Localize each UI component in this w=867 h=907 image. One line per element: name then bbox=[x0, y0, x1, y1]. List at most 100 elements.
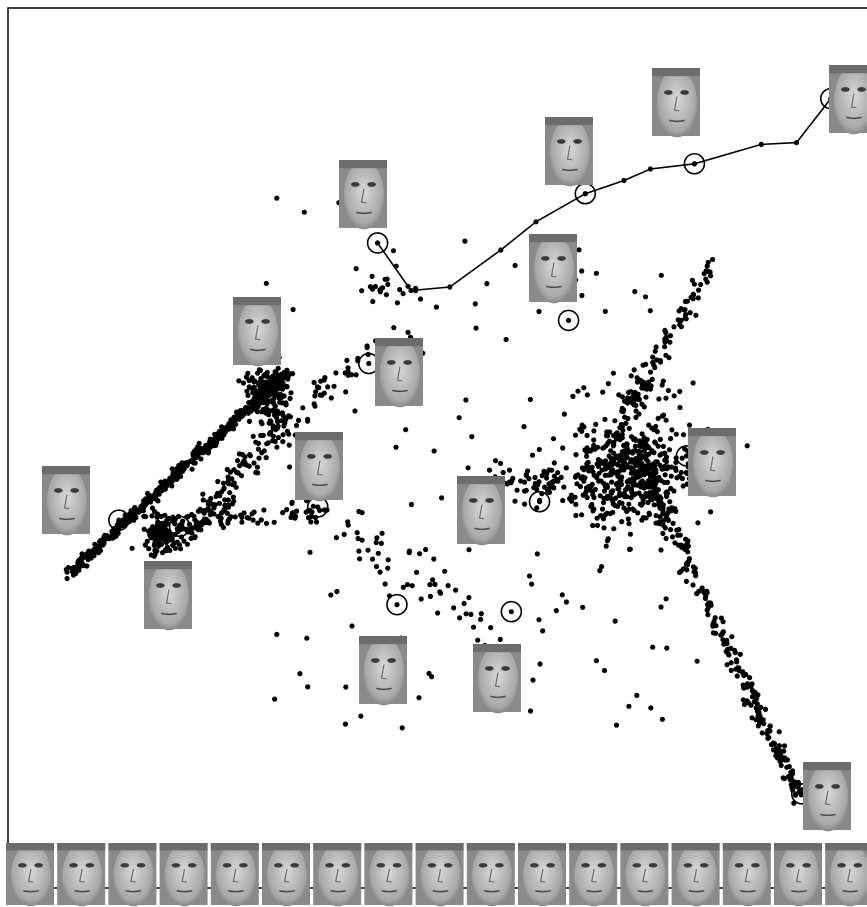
data-point bbox=[762, 706, 769, 713]
data-point bbox=[280, 432, 286, 438]
data-point bbox=[604, 484, 611, 490]
data-point bbox=[662, 463, 668, 469]
data-point bbox=[647, 369, 654, 375]
data-point bbox=[610, 370, 617, 376]
data-point bbox=[610, 498, 616, 504]
data-point bbox=[611, 460, 617, 466]
data-point bbox=[631, 459, 637, 465]
data-point bbox=[236, 451, 242, 457]
data-point bbox=[555, 478, 561, 484]
data-point bbox=[69, 569, 75, 575]
data-point bbox=[175, 529, 181, 535]
data-point bbox=[756, 709, 762, 715]
data-point bbox=[623, 420, 629, 426]
data-point bbox=[522, 488, 528, 494]
data-point bbox=[673, 508, 679, 514]
data-point bbox=[301, 209, 307, 215]
data-point bbox=[408, 501, 414, 508]
data-point bbox=[573, 452, 579, 458]
data-point bbox=[677, 388, 683, 395]
data-point bbox=[431, 556, 437, 562]
data-point bbox=[624, 400, 631, 406]
data-point bbox=[234, 458, 241, 464]
data-point bbox=[674, 475, 680, 481]
data-point bbox=[227, 490, 233, 496]
data-point bbox=[534, 486, 540, 492]
data-point bbox=[660, 378, 666, 384]
data-point bbox=[438, 590, 444, 596]
data-point bbox=[665, 387, 672, 394]
data-point bbox=[270, 433, 276, 439]
data-point bbox=[89, 550, 95, 557]
data-point bbox=[659, 413, 666, 419]
data-point bbox=[148, 552, 154, 558]
data-point bbox=[238, 512, 244, 518]
data-point bbox=[536, 617, 542, 623]
data-point bbox=[249, 511, 255, 517]
data-point bbox=[504, 481, 510, 487]
data-point bbox=[341, 531, 347, 538]
data-point bbox=[555, 470, 561, 476]
data-point bbox=[305, 418, 311, 424]
data-point bbox=[353, 266, 359, 272]
data-point bbox=[500, 469, 506, 476]
data-point bbox=[589, 464, 595, 470]
data-point bbox=[657, 436, 663, 442]
data-point bbox=[176, 542, 182, 548]
data-point bbox=[654, 429, 660, 435]
data-point bbox=[602, 462, 609, 468]
data-point bbox=[280, 509, 286, 516]
data-point bbox=[506, 467, 513, 473]
data-point bbox=[635, 461, 642, 467]
data-point bbox=[646, 510, 652, 516]
data-point bbox=[255, 470, 261, 476]
data-point bbox=[514, 487, 520, 493]
data-point bbox=[661, 518, 667, 524]
circled-point bbox=[557, 309, 580, 332]
data-point bbox=[655, 415, 661, 421]
data-point bbox=[218, 515, 224, 521]
data-point bbox=[658, 604, 664, 610]
data-point bbox=[624, 454, 630, 460]
face-thumbnail bbox=[545, 117, 593, 187]
data-point bbox=[551, 460, 557, 466]
data-point bbox=[588, 503, 594, 510]
data-point bbox=[197, 508, 203, 514]
data-point bbox=[637, 501, 644, 507]
data-point bbox=[417, 551, 423, 557]
data-point bbox=[262, 371, 268, 377]
data-point bbox=[675, 532, 681, 538]
data-point bbox=[274, 631, 280, 638]
data-point bbox=[311, 379, 317, 386]
data-point bbox=[364, 344, 370, 351]
data-point bbox=[584, 494, 590, 501]
data-point bbox=[251, 384, 257, 390]
data-point bbox=[748, 683, 754, 689]
data-point bbox=[312, 393, 318, 399]
data-point bbox=[461, 600, 467, 607]
data-point bbox=[246, 384, 252, 390]
circled-point bbox=[257, 375, 280, 398]
data-point bbox=[766, 728, 772, 734]
data-point bbox=[608, 489, 614, 495]
data-point bbox=[290, 306, 296, 313]
data-point bbox=[694, 658, 700, 664]
data-point bbox=[414, 569, 420, 575]
data-point bbox=[734, 673, 740, 679]
data-point bbox=[672, 465, 679, 471]
data-point bbox=[744, 443, 750, 449]
data-point bbox=[288, 390, 294, 396]
data-point bbox=[261, 507, 267, 513]
data-point bbox=[636, 490, 642, 496]
data-point bbox=[663, 490, 669, 496]
data-point bbox=[277, 391, 284, 397]
data-point bbox=[615, 481, 621, 487]
data-point bbox=[654, 357, 660, 363]
data-point bbox=[174, 476, 180, 482]
data-point bbox=[189, 511, 195, 518]
data-point bbox=[685, 538, 691, 544]
data-point bbox=[665, 479, 671, 485]
data-point bbox=[734, 659, 740, 665]
data-point bbox=[676, 542, 682, 548]
data-point bbox=[593, 270, 600, 276]
